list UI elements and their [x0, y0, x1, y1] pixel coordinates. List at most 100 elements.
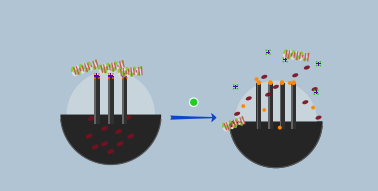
Bar	[124, 74, 125, 79]
Bar	[283, 59, 287, 60]
Ellipse shape	[265, 92, 271, 97]
Ellipse shape	[246, 96, 252, 100]
Bar	[268, 83, 273, 129]
Bar	[291, 83, 296, 129]
Ellipse shape	[115, 129, 122, 134]
Circle shape	[98, 77, 100, 79]
Bar	[94, 75, 99, 77]
Bar	[122, 75, 127, 77]
Circle shape	[235, 81, 317, 162]
Circle shape	[269, 49, 271, 51]
Ellipse shape	[101, 141, 108, 146]
Circle shape	[126, 77, 128, 79]
Circle shape	[280, 81, 284, 85]
Ellipse shape	[124, 115, 131, 120]
Circle shape	[98, 73, 100, 75]
Ellipse shape	[101, 126, 108, 131]
Ellipse shape	[304, 66, 310, 70]
Bar	[316, 90, 317, 94]
Bar	[280, 83, 285, 129]
Circle shape	[94, 77, 96, 79]
Bar	[268, 83, 270, 129]
Ellipse shape	[127, 134, 134, 138]
Circle shape	[122, 77, 124, 79]
Bar	[285, 58, 286, 62]
Circle shape	[291, 81, 296, 85]
Circle shape	[235, 81, 317, 162]
Ellipse shape	[292, 73, 298, 77]
Circle shape	[316, 65, 318, 66]
Bar	[256, 83, 261, 129]
Bar	[235, 85, 236, 89]
Circle shape	[254, 77, 259, 81]
Bar	[291, 83, 293, 129]
Ellipse shape	[302, 100, 308, 104]
Circle shape	[233, 84, 234, 86]
Bar	[291, 83, 293, 129]
Circle shape	[233, 88, 234, 90]
Circle shape	[257, 81, 261, 85]
Circle shape	[108, 73, 110, 75]
Bar	[96, 74, 98, 79]
Circle shape	[257, 81, 261, 85]
Bar	[94, 76, 99, 124]
Ellipse shape	[316, 116, 322, 120]
Circle shape	[122, 73, 124, 75]
Circle shape	[126, 73, 128, 75]
Circle shape	[319, 65, 321, 66]
Circle shape	[316, 61, 318, 63]
Circle shape	[265, 53, 267, 55]
Bar	[316, 63, 321, 64]
Bar	[122, 76, 124, 124]
Circle shape	[94, 73, 96, 75]
Bar	[108, 76, 110, 124]
Circle shape	[280, 81, 284, 85]
Wedge shape	[229, 121, 322, 168]
Ellipse shape	[107, 149, 114, 154]
Bar	[280, 83, 281, 129]
Circle shape	[291, 81, 296, 85]
Wedge shape	[229, 121, 322, 168]
Bar	[256, 83, 261, 129]
Circle shape	[286, 61, 288, 63]
Circle shape	[319, 61, 321, 63]
Bar	[233, 86, 238, 87]
Circle shape	[288, 81, 292, 85]
Ellipse shape	[261, 75, 267, 79]
Circle shape	[262, 108, 266, 112]
Circle shape	[282, 61, 284, 63]
FancyArrowPatch shape	[170, 113, 217, 122]
Ellipse shape	[117, 141, 124, 146]
Circle shape	[311, 106, 315, 110]
Circle shape	[108, 77, 110, 79]
Circle shape	[278, 126, 282, 129]
Bar	[257, 83, 258, 129]
Circle shape	[67, 71, 155, 159]
Ellipse shape	[234, 112, 240, 116]
Bar	[110, 74, 112, 79]
Circle shape	[317, 90, 319, 91]
Circle shape	[265, 49, 267, 51]
Bar	[268, 83, 273, 129]
Wedge shape	[60, 115, 161, 165]
Bar	[268, 50, 269, 54]
Bar	[318, 62, 319, 66]
Circle shape	[286, 57, 288, 59]
Bar	[291, 83, 296, 129]
Ellipse shape	[311, 87, 318, 91]
Bar	[108, 76, 113, 124]
Circle shape	[237, 84, 238, 86]
Bar	[94, 76, 96, 124]
Bar	[268, 83, 270, 129]
Circle shape	[317, 93, 319, 95]
Ellipse shape	[92, 144, 99, 149]
Circle shape	[313, 90, 315, 91]
Circle shape	[313, 93, 315, 95]
Bar	[266, 52, 270, 53]
Ellipse shape	[273, 85, 279, 89]
Bar	[257, 83, 258, 129]
Circle shape	[268, 81, 273, 85]
Circle shape	[237, 88, 238, 90]
Circle shape	[112, 77, 114, 79]
Bar	[122, 76, 127, 124]
